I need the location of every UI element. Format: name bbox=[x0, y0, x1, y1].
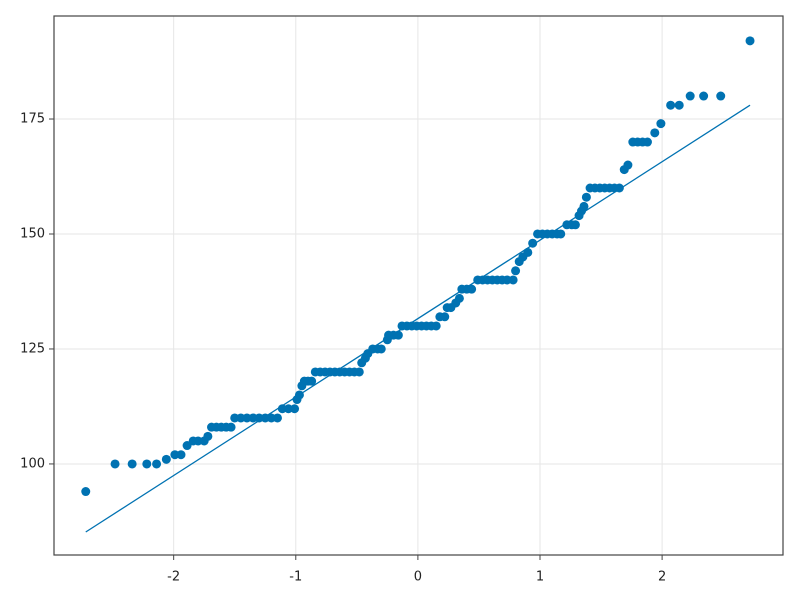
point bbox=[431, 321, 441, 331]
point bbox=[467, 284, 477, 294]
point bbox=[152, 459, 162, 469]
point bbox=[161, 454, 171, 464]
point bbox=[110, 459, 120, 469]
point bbox=[581, 192, 591, 202]
reference-line bbox=[85, 104, 751, 533]
point bbox=[685, 91, 695, 101]
point bbox=[556, 229, 566, 239]
point bbox=[642, 137, 652, 147]
point bbox=[127, 459, 137, 469]
plot-frame bbox=[53, 15, 784, 556]
point bbox=[745, 36, 755, 46]
point bbox=[81, 487, 91, 497]
point bbox=[203, 431, 213, 441]
point bbox=[182, 441, 192, 451]
point bbox=[623, 160, 633, 170]
point bbox=[508, 275, 518, 285]
point bbox=[376, 344, 386, 354]
point bbox=[666, 100, 676, 110]
point bbox=[307, 376, 317, 386]
point bbox=[454, 293, 464, 303]
point bbox=[579, 201, 589, 211]
x-tick-label: -1 bbox=[289, 570, 302, 585]
point bbox=[393, 330, 403, 340]
y-tick-label: 150 bbox=[20, 226, 45, 241]
y-tick-label: 125 bbox=[20, 341, 45, 356]
point bbox=[656, 119, 666, 129]
point bbox=[716, 91, 726, 101]
point bbox=[176, 450, 186, 460]
point bbox=[354, 367, 364, 377]
point bbox=[650, 128, 660, 138]
point bbox=[699, 91, 709, 101]
point bbox=[272, 413, 282, 423]
point bbox=[674, 100, 684, 110]
point bbox=[523, 247, 533, 257]
x-tick-label: 2 bbox=[658, 570, 666, 585]
point bbox=[570, 220, 580, 230]
x-tick-label: 0 bbox=[414, 570, 422, 585]
grid bbox=[54, 16, 783, 555]
point bbox=[142, 459, 152, 469]
y-tick-label: 100 bbox=[20, 456, 45, 471]
x-tick-label: 1 bbox=[536, 570, 544, 585]
point bbox=[290, 404, 300, 414]
marks bbox=[81, 36, 755, 533]
point bbox=[226, 422, 236, 432]
point bbox=[440, 312, 450, 322]
point bbox=[528, 238, 538, 248]
point bbox=[511, 266, 521, 276]
x-tick-label: -2 bbox=[167, 570, 180, 585]
y-tick-label: 175 bbox=[20, 112, 45, 127]
